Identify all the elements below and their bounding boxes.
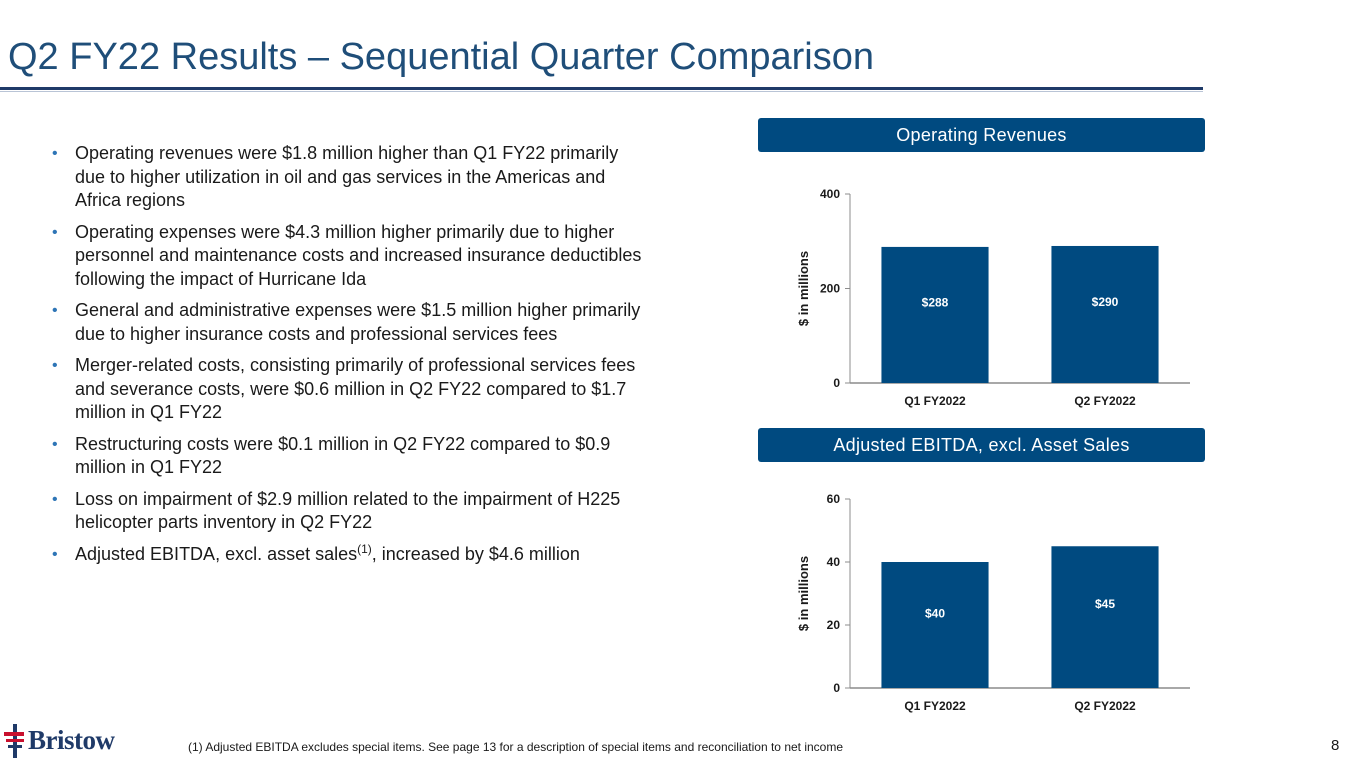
bar-data-label: $45: [1095, 597, 1115, 611]
bullet-item: Operating expenses were $4.3 million hig…: [50, 221, 650, 292]
ebitda-chart-header: Adjusted EBITDA, excl. Asset Sales: [758, 428, 1205, 462]
page-number: 8: [1331, 737, 1340, 754]
y-tick-label: 0: [833, 681, 840, 695]
bristow-logo-icon: [4, 724, 24, 758]
bristow-logo-text: Bristow: [28, 725, 115, 755]
bullet-item: Merger-related costs, consisting primari…: [50, 354, 650, 425]
bullet-item: Loss on impairment of $2.9 million relat…: [50, 488, 650, 535]
bar-data-label: $288: [922, 295, 949, 309]
y-tick-label: 40: [827, 555, 841, 569]
bullet-item: General and administrative expenses were…: [50, 299, 650, 346]
x-category-label: Q2 FY2022: [1074, 699, 1136, 713]
title-divider: [0, 87, 1203, 90]
y-tick-label: 200: [820, 282, 840, 296]
bullet-item: Adjusted EBITDA, excl. asset sales(1), i…: [50, 543, 650, 567]
x-category-label: Q1 FY2022: [904, 699, 966, 713]
bar-q1-fy2022: [881, 246, 989, 383]
revenue-bar-chart: 0 200 400 $ in millions $288 Q1 FY2022 $290 Q2 …: [796, 187, 1190, 408]
bullet-text: Adjusted EBITDA, excl. asset sales: [75, 543, 358, 564]
y-tick-label: 60: [827, 492, 841, 506]
bar-data-label: $290: [1092, 295, 1119, 309]
revenue-chart-header: Operating Revenues: [758, 118, 1205, 152]
x-category-label: Q2 FY2022: [1074, 394, 1136, 408]
y-axis-title: $ in millions: [796, 251, 811, 326]
bar-q2-fy2022: [1051, 546, 1159, 688]
footnote: (1) Adjusted EBITDA excludes special ite…: [188, 740, 844, 754]
bullet-item: Operating revenues were $1.8 million hig…: [50, 142, 650, 213]
bullet-text: , increased by $4.6 million: [371, 543, 580, 564]
x-category-label: Q1 FY2022: [904, 394, 966, 408]
footnote-marker: (1): [357, 541, 372, 556]
bullet-list: Operating revenues were $1.8 million hig…: [50, 142, 650, 574]
bristow-logo: Bristow: [4, 722, 144, 762]
y-axis-title: $ in millions: [796, 556, 811, 631]
bar-q2-fy2022: [1051, 245, 1159, 383]
bar-data-label: $40: [925, 606, 945, 620]
y-tick-label: 20: [827, 618, 841, 632]
title-divider-thin: [0, 91, 1203, 92]
y-tick-label: 400: [820, 187, 840, 201]
bar-q1-fy2022: [881, 562, 989, 688]
page-title: Q2 FY22 Results – Sequential Quarter Com…: [8, 36, 874, 78]
y-tick-label: 0: [833, 376, 840, 390]
ebitda-bar-chart: 0 20 40 60 $ in millions $40 Q1 FY2022 $45 Q2 FY…: [796, 492, 1190, 713]
bullet-item: Restructuring costs were $0.1 million in…: [50, 433, 650, 480]
